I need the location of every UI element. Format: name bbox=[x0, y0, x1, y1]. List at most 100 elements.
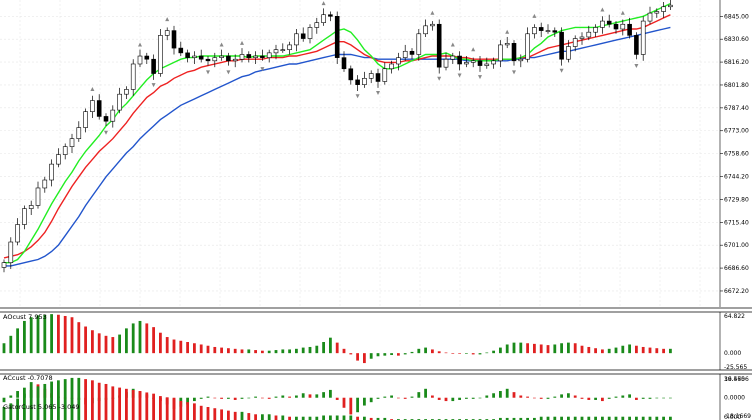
aocust-tick-label: 64.822 bbox=[724, 313, 745, 320]
candle-body bbox=[110, 109, 116, 122]
candle-body bbox=[518, 58, 524, 62]
gatorcust-pane: GatorCust 5.065 -3.049 36.570 0.000 bbox=[2, 376, 745, 420]
accust-bar bbox=[349, 397, 353, 415]
candle-body bbox=[307, 27, 313, 39]
price-tick-label: 6787.40 bbox=[724, 105, 749, 112]
candle-body bbox=[654, 11, 660, 14]
accust-bar bbox=[261, 397, 264, 399]
aocust-bar bbox=[172, 339, 176, 354]
fractal-down-arrow bbox=[260, 67, 265, 72]
candle-body bbox=[96, 100, 102, 117]
aocust-bar bbox=[573, 343, 577, 354]
candle-body bbox=[205, 58, 211, 62]
candle-body bbox=[246, 54, 252, 58]
gatorcust-upper-bar bbox=[247, 413, 251, 420]
gatorcust-upper-bar bbox=[261, 414, 264, 420]
accust-bar bbox=[587, 397, 591, 400]
candle-body bbox=[226, 55, 231, 62]
fractal-arrows bbox=[90, 1, 639, 135]
accust-bar bbox=[247, 397, 251, 399]
aocust-bar bbox=[322, 342, 325, 354]
accust-bar bbox=[669, 397, 672, 399]
candle-body bbox=[620, 23, 626, 30]
candle-body bbox=[219, 55, 224, 58]
aocust-bar bbox=[29, 317, 33, 354]
accust-bar bbox=[23, 387, 26, 398]
aocust-bar bbox=[376, 353, 380, 357]
candle-body bbox=[158, 35, 163, 74]
aocust-bar bbox=[431, 349, 434, 354]
gatorcust-upper-bar bbox=[607, 416, 611, 420]
aocust-bar bbox=[526, 343, 529, 354]
aocust-histogram bbox=[2, 314, 672, 364]
candle-body bbox=[1, 262, 7, 268]
aocust-label: AOcust 7.953 bbox=[3, 313, 47, 321]
aocust-bar bbox=[635, 345, 638, 354]
candle-body bbox=[375, 73, 381, 82]
accust-bar bbox=[240, 397, 244, 399]
gatorcust-upper-bar bbox=[16, 398, 19, 420]
accust-tick-label: 19.4656 bbox=[724, 376, 749, 383]
accust-bar bbox=[29, 382, 33, 398]
accust-tick-label: 0.0000 bbox=[724, 395, 745, 402]
gatorcust-upper-bar bbox=[179, 400, 183, 420]
accust-bar bbox=[376, 397, 380, 399]
accust-bar bbox=[233, 397, 237, 400]
accust-bar bbox=[485, 395, 489, 398]
gatorcust-upper-bar bbox=[57, 380, 60, 420]
candle-body bbox=[164, 30, 170, 36]
aocust-bar bbox=[213, 346, 217, 354]
gatorcust-upper-bar bbox=[118, 387, 121, 420]
aocust-bar bbox=[410, 351, 414, 354]
accust-bar bbox=[383, 396, 387, 398]
aocust-bar bbox=[301, 347, 305, 354]
gatorcust-upper-bar bbox=[199, 405, 203, 420]
fractal-up-arrow bbox=[532, 13, 537, 18]
aocust-bar bbox=[131, 323, 135, 354]
gatorcust-upper-bar bbox=[213, 408, 217, 420]
aocust-bar bbox=[594, 348, 597, 354]
aocust-bar bbox=[70, 317, 74, 354]
accust-label: ACcust -0.7078 bbox=[3, 374, 53, 382]
candle-body bbox=[35, 187, 41, 206]
gatorcust-upper-bar bbox=[621, 416, 625, 420]
accust-bar bbox=[397, 397, 400, 399]
aocust-bar bbox=[159, 332, 162, 354]
candle-body bbox=[613, 23, 619, 30]
accust-bar bbox=[267, 397, 271, 399]
accust-bar bbox=[458, 397, 461, 400]
candle-body bbox=[355, 79, 360, 85]
candle-body bbox=[280, 49, 286, 51]
aocust-bar bbox=[118, 334, 121, 354]
fractal-up-arrow bbox=[600, 7, 605, 12]
gatorcust-upper-bar bbox=[662, 416, 665, 420]
candle-body bbox=[552, 30, 558, 33]
aocust-bar bbox=[505, 344, 509, 354]
gatorcust-upper-bar bbox=[240, 411, 244, 420]
candle-body bbox=[178, 47, 184, 54]
candle-body bbox=[627, 23, 632, 36]
candle-body bbox=[212, 57, 218, 62]
gatorcust-upper-bar bbox=[376, 417, 380, 420]
candle-body bbox=[511, 43, 517, 62]
candle-body bbox=[253, 55, 258, 58]
aocust-bar bbox=[97, 333, 101, 354]
candle-body bbox=[450, 55, 456, 60]
price-tick-label: 6715.40 bbox=[724, 219, 749, 226]
gatorcust-upper-bar bbox=[573, 416, 577, 420]
gatorcust-upper-bar bbox=[91, 380, 94, 420]
candle-body bbox=[260, 55, 265, 58]
gatorcust-upper-bar bbox=[322, 415, 325, 420]
accust-bar bbox=[186, 397, 189, 405]
aocust-bar bbox=[458, 353, 461, 354]
accust-bar bbox=[635, 397, 638, 400]
candle-body bbox=[62, 146, 68, 155]
gatorcust-upper-bar bbox=[539, 416, 543, 420]
price-tick-label: 6830.60 bbox=[724, 36, 749, 43]
accust-bar bbox=[315, 394, 319, 398]
candle-body bbox=[83, 111, 88, 128]
accust-bar bbox=[451, 397, 455, 402]
aocust-bar bbox=[655, 348, 659, 354]
aocust-bar bbox=[560, 343, 563, 354]
